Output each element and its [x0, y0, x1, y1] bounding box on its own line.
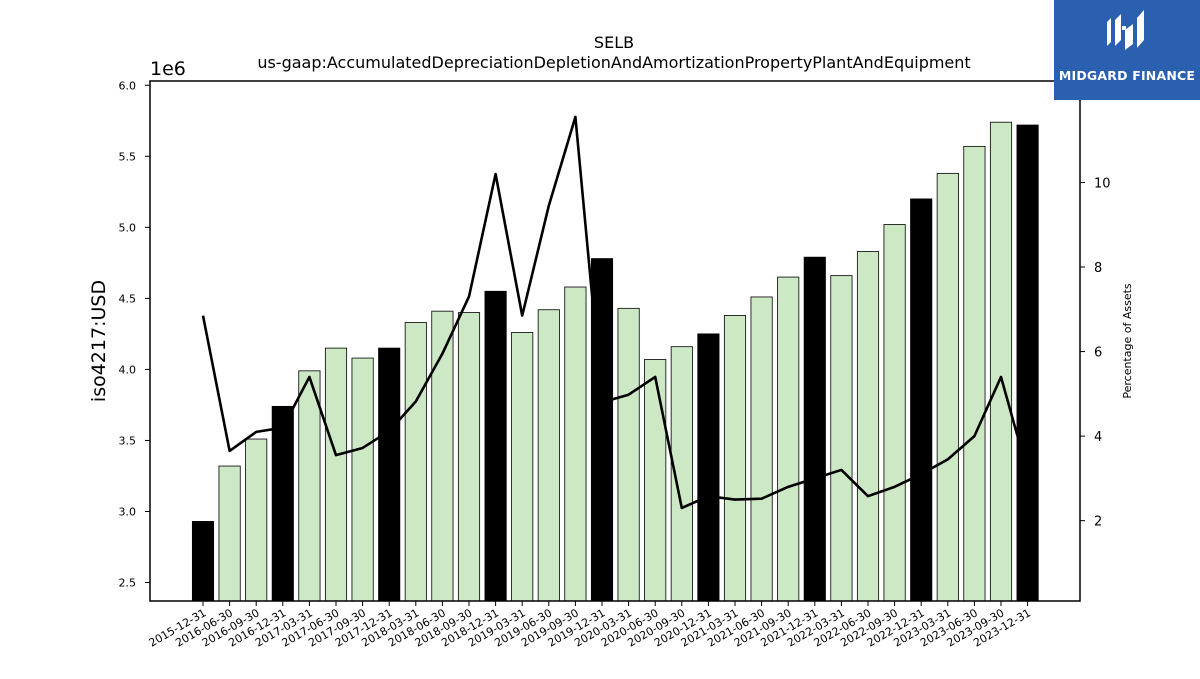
y2-tick-label: 8 — [1094, 261, 1102, 276]
y-tick-label: 5.0 — [119, 221, 137, 234]
bar-2015-12-31 — [191, 521, 215, 602]
y2-axis-label: Percentage of Assets — [1121, 283, 1134, 399]
y-tick-label: 3.0 — [119, 505, 137, 518]
y-offset-label: 1e6 — [150, 58, 186, 80]
y-axis-label: iso4217:USD — [88, 280, 110, 402]
y2-tick-label: 2 — [1094, 515, 1102, 530]
bar-2021-06-30 — [750, 296, 773, 602]
y-tick-label: 6.0 — [119, 79, 137, 92]
bar-2022-03-31 — [830, 275, 853, 602]
bar-2023-12-31 — [1016, 124, 1039, 602]
x-axis-ticks: 2015-12-312016-06-302016-09-302016-12-31… — [147, 601, 1033, 650]
bar-2017-12-31 — [378, 347, 401, 602]
y-tick-label: 4.5 — [119, 292, 137, 305]
bar-2019-06-30 — [537, 309, 560, 602]
bar-2021-09-30 — [777, 276, 800, 602]
bar-2016-12-31 — [271, 405, 294, 602]
bar-2017-09-30 — [351, 357, 374, 602]
logo-text: MIDGARD FINANCE — [1058, 68, 1196, 83]
logo-mark-icon — [1107, 10, 1144, 50]
chart-subtitle: us-gaap:AccumulatedDepreciationDepletion… — [257, 53, 970, 72]
bar-2022-09-30 — [883, 224, 906, 602]
bar-2023-06-30 — [963, 145, 986, 602]
plot-frame — [149, 80, 1081, 602]
bar-2019-03-31 — [511, 332, 534, 602]
y2-tick-label: 4 — [1094, 430, 1102, 445]
bar-2023-09-30 — [989, 121, 1013, 602]
bar-2021-03-31 — [723, 315, 747, 602]
bar-2016-09-30 — [245, 438, 268, 602]
y2-axis-ticks: 2 4 6 8 10 — [1080, 176, 1111, 530]
bar-2018-12-31 — [484, 290, 507, 602]
bar-2017-03-31 — [298, 370, 321, 602]
percentage-line — [201, 115, 1029, 510]
y2-tick-label: 6 — [1094, 346, 1102, 361]
y-tick-label: 2.5 — [119, 577, 137, 590]
bar-2019-09-30 — [564, 286, 587, 602]
bar-2020-03-31 — [617, 307, 640, 602]
y-tick-label: 3.5 — [119, 434, 137, 447]
bar-group — [191, 121, 1039, 602]
bar-2023-03-31 — [936, 172, 959, 602]
bar-2022-12-31 — [910, 198, 933, 602]
y2-tick-label: 10 — [1094, 176, 1111, 191]
bar-2018-09-30 — [457, 312, 481, 602]
bar-2016-06-30 — [218, 465, 241, 602]
y-axis-ticks: 2.5 3.0 3.5 4.0 4.5 5.0 5.5 6.0 — [119, 79, 150, 590]
chart-title: SELB — [594, 33, 634, 52]
bar-2022-06-30 — [856, 251, 880, 602]
brand-logo: MIDGARD FINANCE — [1054, 0, 1200, 100]
y-tick-label: 5.5 — [119, 150, 137, 163]
y-tick-label: 4.0 — [119, 363, 137, 376]
bar-2021-12-31 — [803, 256, 826, 602]
bar-2018-03-31 — [404, 322, 427, 602]
bar-2017-06-30 — [324, 347, 348, 602]
line-group — [201, 115, 1029, 510]
bar-2020-12-31 — [697, 333, 720, 602]
bar-2020-06-30 — [644, 359, 667, 602]
